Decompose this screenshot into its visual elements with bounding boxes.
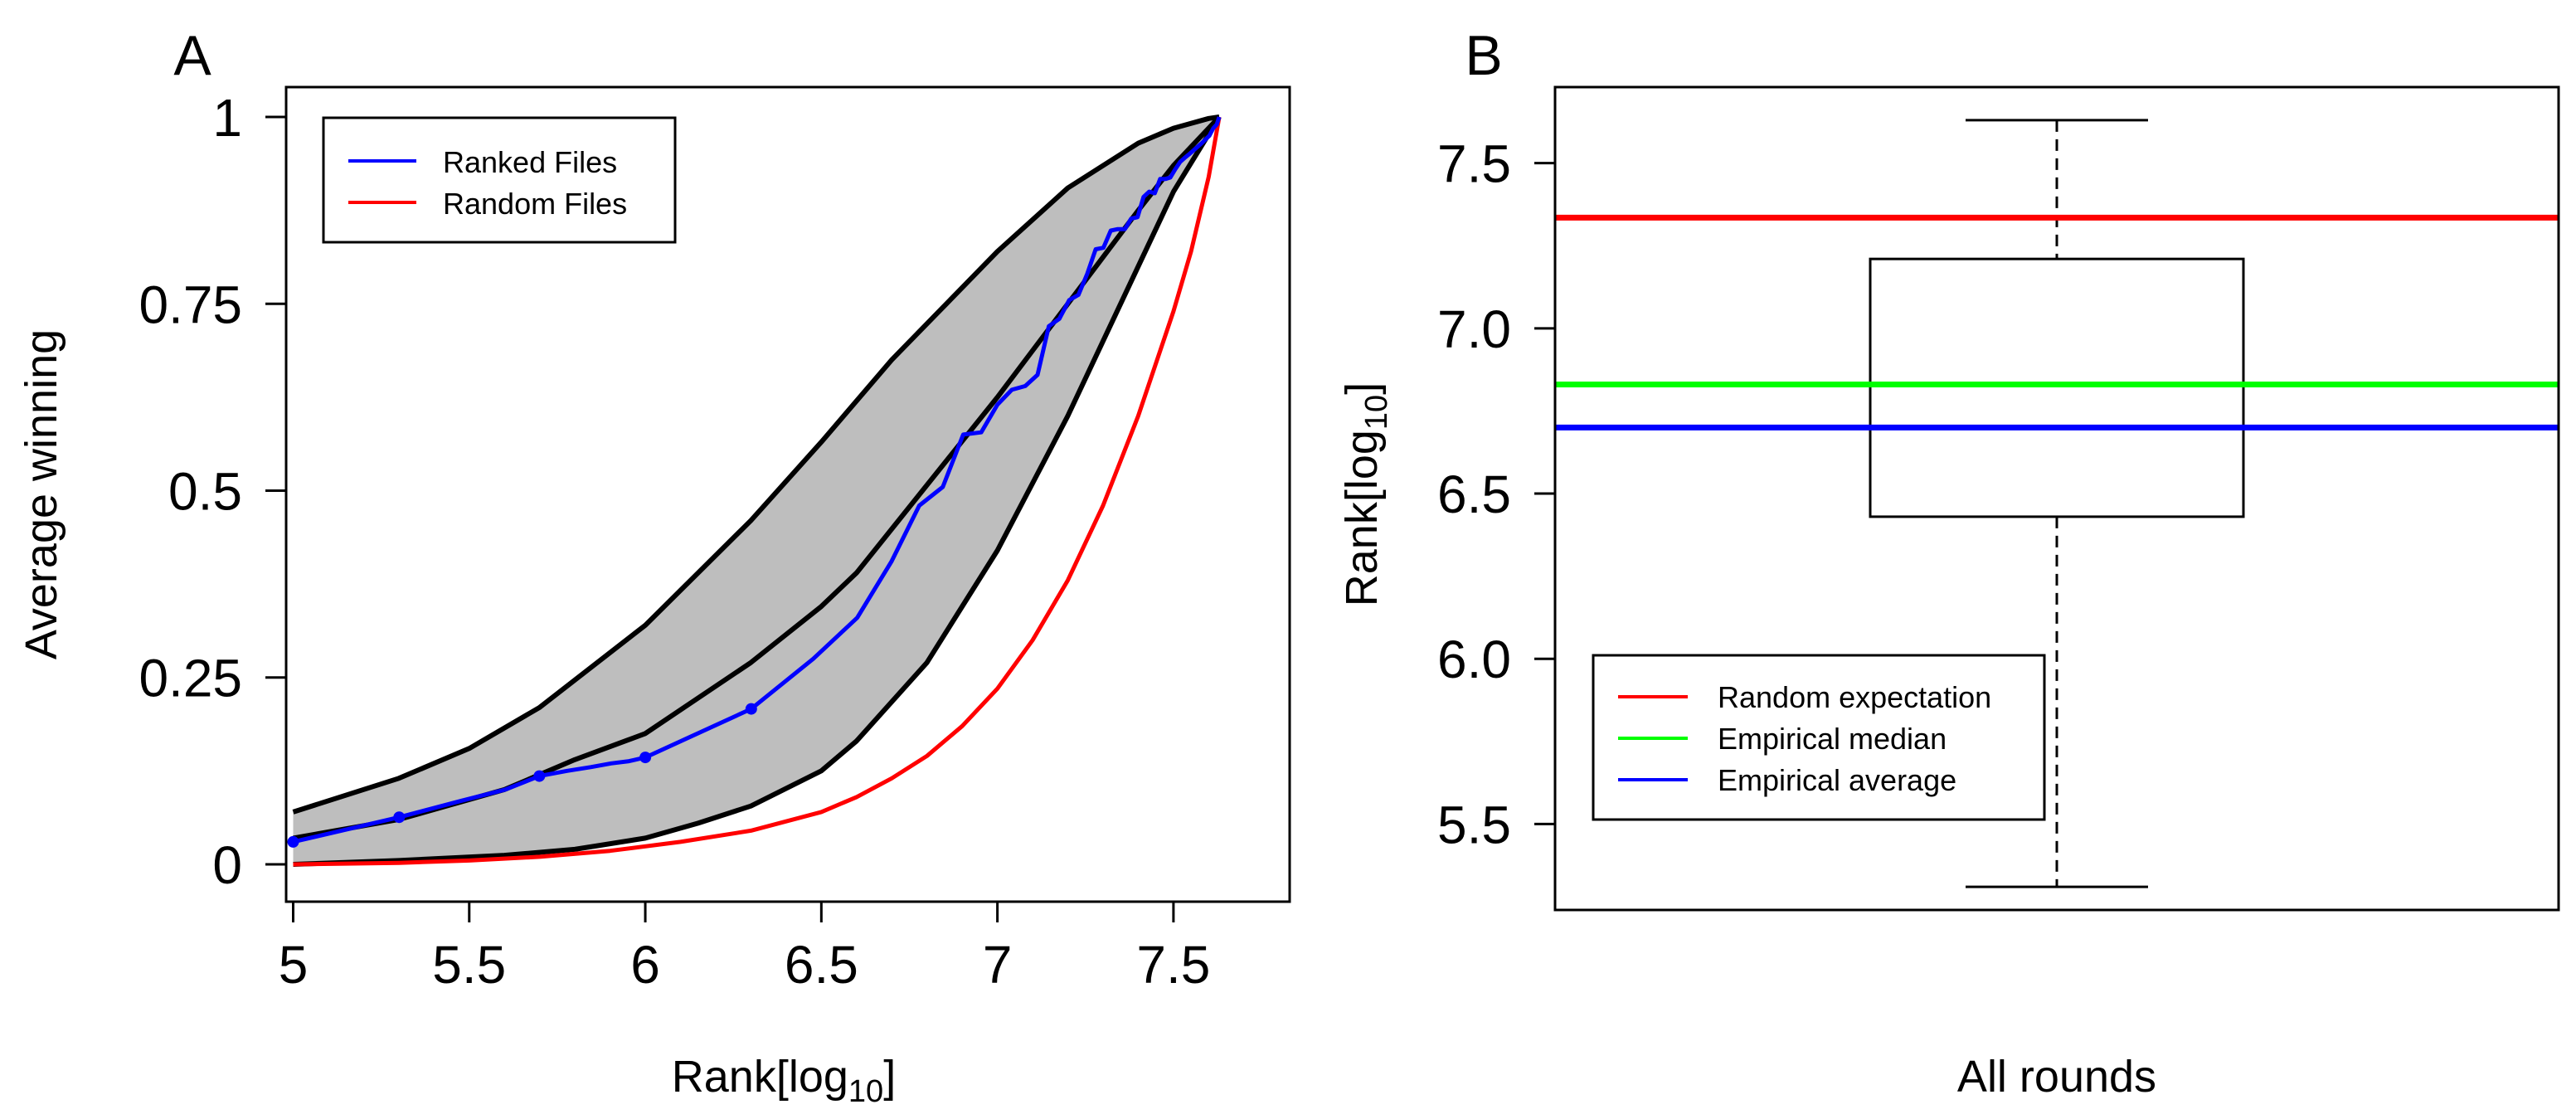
box-iqr — [1869, 257, 2245, 518]
y-tick-label-a: 0.5 — [168, 461, 242, 521]
legend-label-empirical-median: Empirical median — [1718, 722, 1947, 756]
y-tick-label-b: 7.5 — [1437, 134, 1511, 194]
y-tick-label-b: 7.0 — [1437, 299, 1511, 359]
reference-lines — [1555, 214, 2559, 431]
boxplot — [1869, 119, 2245, 888]
x-axis-title-a: Rank[log10] — [672, 1052, 896, 1109]
ranked-files-point — [639, 752, 652, 764]
x-tick-label-a: 6 — [630, 935, 660, 995]
series-line-random-files — [293, 116, 1222, 867]
y-axis-title-b: Rank[log10] — [1337, 382, 1394, 606]
y-axis-b: 5.5 6.0 6.5 7.0 7.5 — [1437, 134, 1555, 854]
legend-label-empirical-average: Empirical average — [1718, 763, 1956, 797]
legend-box-a — [322, 116, 677, 244]
legend-label-ranked: Ranked Files — [443, 145, 617, 179]
panel-label-a: A — [173, 24, 211, 87]
legend-label-random-expectation: Random expectation — [1718, 680, 1991, 714]
band-upper-line — [292, 114, 1220, 815]
y-tick-label-a: 1 — [212, 88, 242, 148]
ranked-files-point — [533, 770, 546, 782]
x-tick-label-a: 6.5 — [785, 935, 858, 995]
y-tick-label-b: 6.5 — [1437, 465, 1511, 524]
ranked-files-point — [745, 703, 757, 715]
ranked-files-point — [287, 835, 299, 848]
series-line-ranked-files — [292, 116, 1222, 844]
y-axis-title-a: Average winning — [17, 329, 66, 659]
band-fill — [293, 117, 1220, 864]
y-tick-label-a: 0 — [212, 835, 242, 895]
legend-label-random: Random Files — [443, 187, 627, 221]
legend-b: Random expectation Empirical median Empi… — [1592, 654, 2046, 821]
band-lower-line — [293, 115, 1222, 867]
ranked-files-point — [393, 811, 406, 824]
y-tick-label-a: 0.25 — [139, 649, 242, 708]
x-tick-label-a: 5.5 — [432, 935, 506, 995]
x-tick-label-a: 5 — [279, 935, 309, 995]
legend-a: Ranked Files Random Files — [322, 116, 677, 244]
y-tick-label-b: 5.5 — [1437, 795, 1511, 854]
panel-label-b: B — [1465, 24, 1502, 87]
y-tick-label-b: 6.0 — [1437, 630, 1511, 689]
x-axis-a: 5 5.5 6 6.5 7 7.5 — [279, 902, 1210, 995]
y-axis-a: 0 0.25 0.5 0.75 1 — [139, 88, 286, 895]
panel-b: B 5.5 6.0 6.5 7.0 7.5 All rounds Rank[log10]… — [1337, 24, 2560, 1102]
x-tick-label-a: 7 — [983, 935, 1013, 995]
x-axis-title-b: All rounds — [1957, 1052, 2156, 1102]
series-group — [287, 116, 1222, 867]
y-tick-label-a: 0.75 — [139, 275, 242, 334]
panel-a: A 5 5.5 6 6.5 7 7.5 0 0.25 0.5 0.75 1 Rank[log10]… — [17, 24, 1291, 1109]
x-tick-label-a: 7.5 — [1136, 935, 1210, 995]
plot-frame-a — [284, 85, 1291, 903]
plot-frame-b — [1553, 85, 2560, 912]
